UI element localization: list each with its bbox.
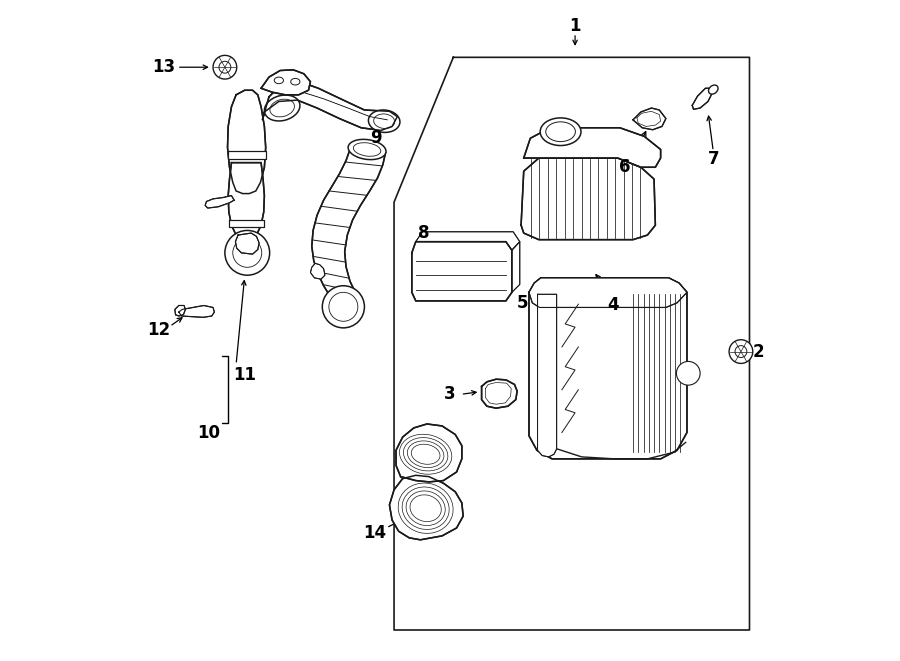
Ellipse shape	[265, 95, 300, 121]
Polygon shape	[311, 149, 385, 301]
Polygon shape	[263, 82, 397, 130]
Text: 3: 3	[445, 385, 455, 403]
Ellipse shape	[291, 79, 300, 85]
Polygon shape	[310, 263, 325, 279]
Text: 9: 9	[371, 130, 382, 147]
Text: 8: 8	[418, 224, 429, 242]
Ellipse shape	[368, 110, 400, 132]
Polygon shape	[692, 89, 712, 109]
Circle shape	[677, 362, 700, 385]
Polygon shape	[416, 232, 520, 251]
Ellipse shape	[540, 118, 581, 145]
Circle shape	[729, 340, 752, 364]
Text: 13: 13	[152, 58, 176, 76]
Polygon shape	[205, 196, 234, 208]
Polygon shape	[482, 379, 517, 408]
Polygon shape	[228, 91, 266, 194]
Polygon shape	[229, 220, 265, 227]
Polygon shape	[229, 163, 265, 240]
Text: 7: 7	[707, 150, 719, 169]
Text: 11: 11	[233, 366, 256, 384]
Polygon shape	[412, 242, 512, 301]
Polygon shape	[179, 305, 214, 317]
Polygon shape	[512, 242, 520, 292]
Text: 10: 10	[197, 424, 220, 442]
Polygon shape	[396, 424, 462, 482]
Polygon shape	[229, 151, 266, 159]
Ellipse shape	[274, 77, 284, 84]
Polygon shape	[529, 278, 687, 307]
Ellipse shape	[708, 85, 718, 94]
Text: 2: 2	[752, 342, 764, 360]
Polygon shape	[390, 475, 464, 540]
Circle shape	[322, 286, 364, 328]
Text: 6: 6	[618, 158, 630, 176]
Polygon shape	[633, 108, 666, 130]
Polygon shape	[537, 294, 556, 457]
Polygon shape	[521, 158, 655, 240]
Text: 14: 14	[363, 524, 386, 541]
Polygon shape	[261, 70, 310, 95]
Polygon shape	[236, 233, 259, 254]
Text: 1: 1	[570, 17, 580, 36]
Ellipse shape	[348, 139, 386, 159]
Polygon shape	[529, 278, 687, 459]
Polygon shape	[175, 305, 185, 316]
Text: 4: 4	[608, 297, 619, 315]
Text: 12: 12	[148, 321, 171, 340]
Polygon shape	[524, 128, 661, 167]
Text: 5: 5	[517, 294, 528, 312]
Circle shape	[213, 56, 237, 79]
Circle shape	[225, 231, 270, 275]
